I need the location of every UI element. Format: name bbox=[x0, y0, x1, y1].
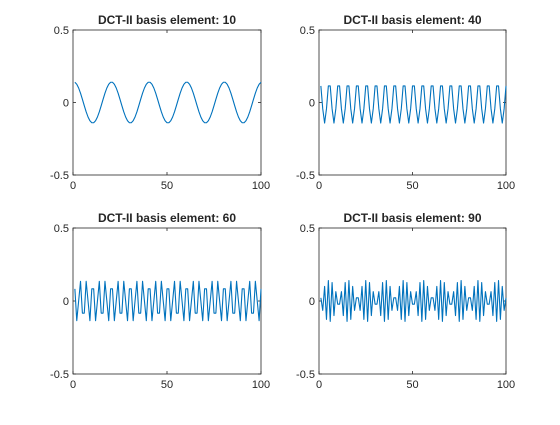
x-tick-label: 50 bbox=[406, 180, 418, 192]
y-tick-label: -0.5 bbox=[50, 369, 69, 381]
subplot-dct-basis-60: DCT-II basis element: 600 50 100-0.500.5 bbox=[50, 211, 270, 391]
x-tick-label: 0 bbox=[316, 379, 322, 391]
subplot-dct-basis-90: DCT-II basis element: 900 50 100-0.500.5 bbox=[296, 211, 515, 391]
series-line bbox=[320, 85, 507, 124]
x-tick-label: 100 bbox=[252, 180, 270, 192]
x-tick-label: 50 bbox=[161, 180, 173, 192]
subplot-title: DCT-II basis element: 10 bbox=[98, 13, 236, 27]
subplot-dct-basis-10: DCT-II basis element: 100 50 100-0.500.5 bbox=[50, 13, 270, 192]
y-tick-label: 0 bbox=[309, 296, 315, 308]
subplot-title: DCT-II basis element: 60 bbox=[98, 211, 236, 225]
y-tick-label: 0.5 bbox=[300, 223, 315, 235]
x-tick-label: 50 bbox=[161, 379, 173, 391]
series-line bbox=[320, 280, 507, 322]
y-tick-label: -0.5 bbox=[296, 170, 315, 182]
x-tick-label: 0 bbox=[70, 379, 76, 391]
y-tick-label: 0.5 bbox=[54, 223, 69, 235]
y-tick-label: 0 bbox=[63, 296, 69, 308]
x-tick-label: 100 bbox=[252, 379, 270, 391]
y-tick-label: 0.5 bbox=[300, 25, 315, 37]
y-tick-label: -0.5 bbox=[50, 170, 69, 182]
subplot-title: DCT-II basis element: 90 bbox=[343, 211, 481, 225]
series-line bbox=[74, 280, 262, 322]
axes-box bbox=[318, 29, 507, 176]
y-tick-label: 0 bbox=[63, 98, 69, 110]
x-tick-label: 50 bbox=[406, 379, 418, 391]
subplot-dct-basis-40: DCT-II basis element: 400 50 100-0.500.5 bbox=[296, 13, 515, 192]
y-tick-label: -0.5 bbox=[296, 369, 315, 381]
x-tick-label: 0 bbox=[316, 180, 322, 192]
series-line bbox=[74, 81, 262, 124]
x-tick-label: 0 bbox=[70, 180, 76, 192]
axes-box bbox=[72, 227, 262, 375]
subplot-title: DCT-II basis element: 40 bbox=[343, 13, 481, 27]
y-tick-label: 0.5 bbox=[54, 25, 69, 37]
x-tick-label: 100 bbox=[497, 180, 515, 192]
y-tick-label: 0 bbox=[309, 98, 315, 110]
x-tick-label: 100 bbox=[497, 379, 515, 391]
axes-box bbox=[72, 29, 262, 176]
